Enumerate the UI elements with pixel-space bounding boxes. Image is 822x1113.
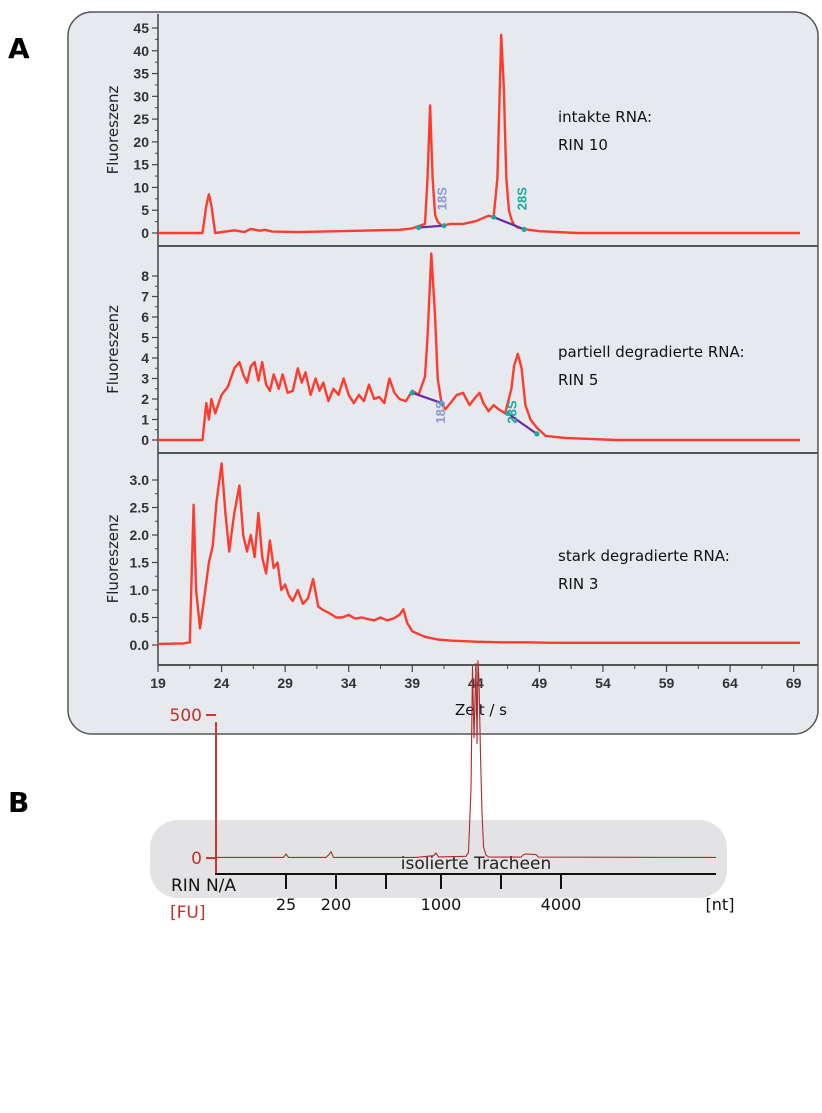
y-tick-label: 6 [141,309,149,325]
y-tick-label: 5 [141,202,149,218]
baseline-marker [438,400,445,406]
y-tick-label: 7 [141,289,149,305]
peak-baseline [493,216,525,231]
subplot-1: 0 5 10 15 20 25 30 35 40 45 Fluoreszenz intakte RNA… [104,14,818,247]
series-line [216,660,717,858]
y-tick-label: 15 [133,157,149,173]
x-tick-label: 200 [321,895,352,914]
y-tick-label: 8 [141,268,149,284]
baseline-marker [505,410,511,416]
x-tick-label: 34 [341,675,357,691]
baseline-marker [416,224,422,231]
y-tick-label: 20 [133,134,149,150]
y-tick-label: 0.0 [130,637,150,653]
annotation-line: RIN 3 [558,575,598,593]
peak-baseline [418,224,445,229]
x-tick-label: 64 [722,675,738,691]
annotation-line: RIN 5 [558,371,598,389]
x-tick-label: 39 [404,675,420,691]
panel-b-letter: B [8,786,29,819]
y-axis-label: Fluoreszenz [104,514,122,603]
peak-label-28s: 28S [515,187,530,210]
y-tick-label: 0 [141,432,149,448]
y-tick-label: 1 [141,412,149,428]
subplot-3: 0.0 0.5 1.0 1.5 2.0 2.5 3.0 Fluoreszenz stark de… [104,453,818,719]
x-tick-label: 4000 [541,895,582,914]
peak-label-18s: 18S [433,400,448,423]
baseline-marker [534,431,540,437]
y-tick-label: 4 [141,350,149,366]
annotation-line: RIN 10 [558,136,608,154]
baseline-marker [409,390,415,396]
y-tick-label: 2 [141,391,149,407]
panel-b-title-box [150,820,727,898]
y-tick-label: 3.0 [130,472,150,488]
x-tick-label: 19 [150,675,166,691]
peak-label-18s: 18S [435,187,450,210]
y-tick-label: 500 [170,706,202,726]
y-tick-label: 0.5 [130,610,150,626]
x-tick-label: 24 [214,675,230,691]
annotation-line: intakte RNA: [558,108,652,126]
chart-title: isolierte Tracheen [401,854,552,874]
series-line [157,462,800,646]
panel-b-chart: isolierte Tracheen RIN N/A [FU] 0 500 25 200 10… [170,660,735,923]
y-tick-label: 1.0 [130,582,150,598]
x-tick-label: 49 [532,675,548,691]
y-tick-label: 1.5 [130,555,150,571]
x-tick-label: 59 [659,675,675,691]
y-tick-label: 30 [133,88,149,104]
peak-baseline [411,391,442,405]
subplot-2: 0 1 2 3 4 5 6 7 8 Fluoreszenz partiell degradierte… [104,246,818,454]
x-unit-label: [nt] [706,895,735,914]
annotation-line: stark degradierte RNA: [558,547,730,565]
y-tick-label: 2.5 [130,500,150,516]
annotation-line: partiell degradierte RNA: [558,343,745,361]
y-tick-label: 5 [141,330,149,346]
y-axis-label: Fluoreszenz [104,85,122,174]
x-tick-label: 29 [277,675,293,691]
panel-a-letter: A [8,32,30,65]
x-tick-label: 69 [786,675,802,691]
baseline-marker [521,226,527,232]
y-tick-label: 3 [141,371,149,387]
y-axis-label: Fluoreszenz [104,305,122,394]
y-axis-label: [FU] [170,903,206,923]
y-tick-label: 45 [133,20,149,36]
peak-label-28s: 28S [504,400,519,423]
y-tick-label: 0 [141,225,149,241]
baseline-marker [441,223,447,229]
y-tick-label: 25 [133,111,149,127]
rin-label: RIN N/A [171,876,236,896]
x-tick-label: 1000 [421,895,462,914]
y-tick-label: 0 [191,849,202,869]
y-tick-label: 2.0 [130,527,150,543]
x-tick-label: 54 [595,675,611,691]
y-tick-label: 35 [133,66,149,82]
panel-a-background [67,11,819,735]
baseline-marker [491,214,497,220]
y-tick-label: 40 [133,43,149,59]
peak-baseline [506,412,538,435]
x-tick-label: 25 [276,895,296,914]
y-tick-label: 10 [133,179,149,195]
x-axis-label: Zeit / s [455,701,507,719]
